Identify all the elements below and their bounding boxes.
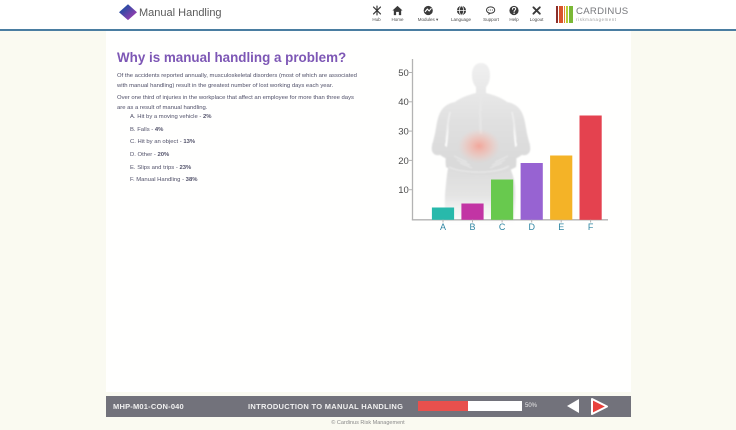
svg-text:40: 40 bbox=[398, 97, 409, 108]
svg-text:D: D bbox=[528, 222, 535, 232]
svg-text:30: 30 bbox=[398, 127, 409, 138]
svg-text:20: 20 bbox=[398, 156, 409, 167]
svg-text:B: B bbox=[469, 222, 475, 232]
svg-text:50: 50 bbox=[398, 68, 409, 79]
svg-text:E: E bbox=[558, 222, 564, 232]
svg-text:C: C bbox=[499, 222, 506, 232]
svg-text:F: F bbox=[588, 222, 594, 232]
svg-text:A: A bbox=[440, 222, 446, 232]
svg-text:10: 10 bbox=[398, 185, 409, 196]
